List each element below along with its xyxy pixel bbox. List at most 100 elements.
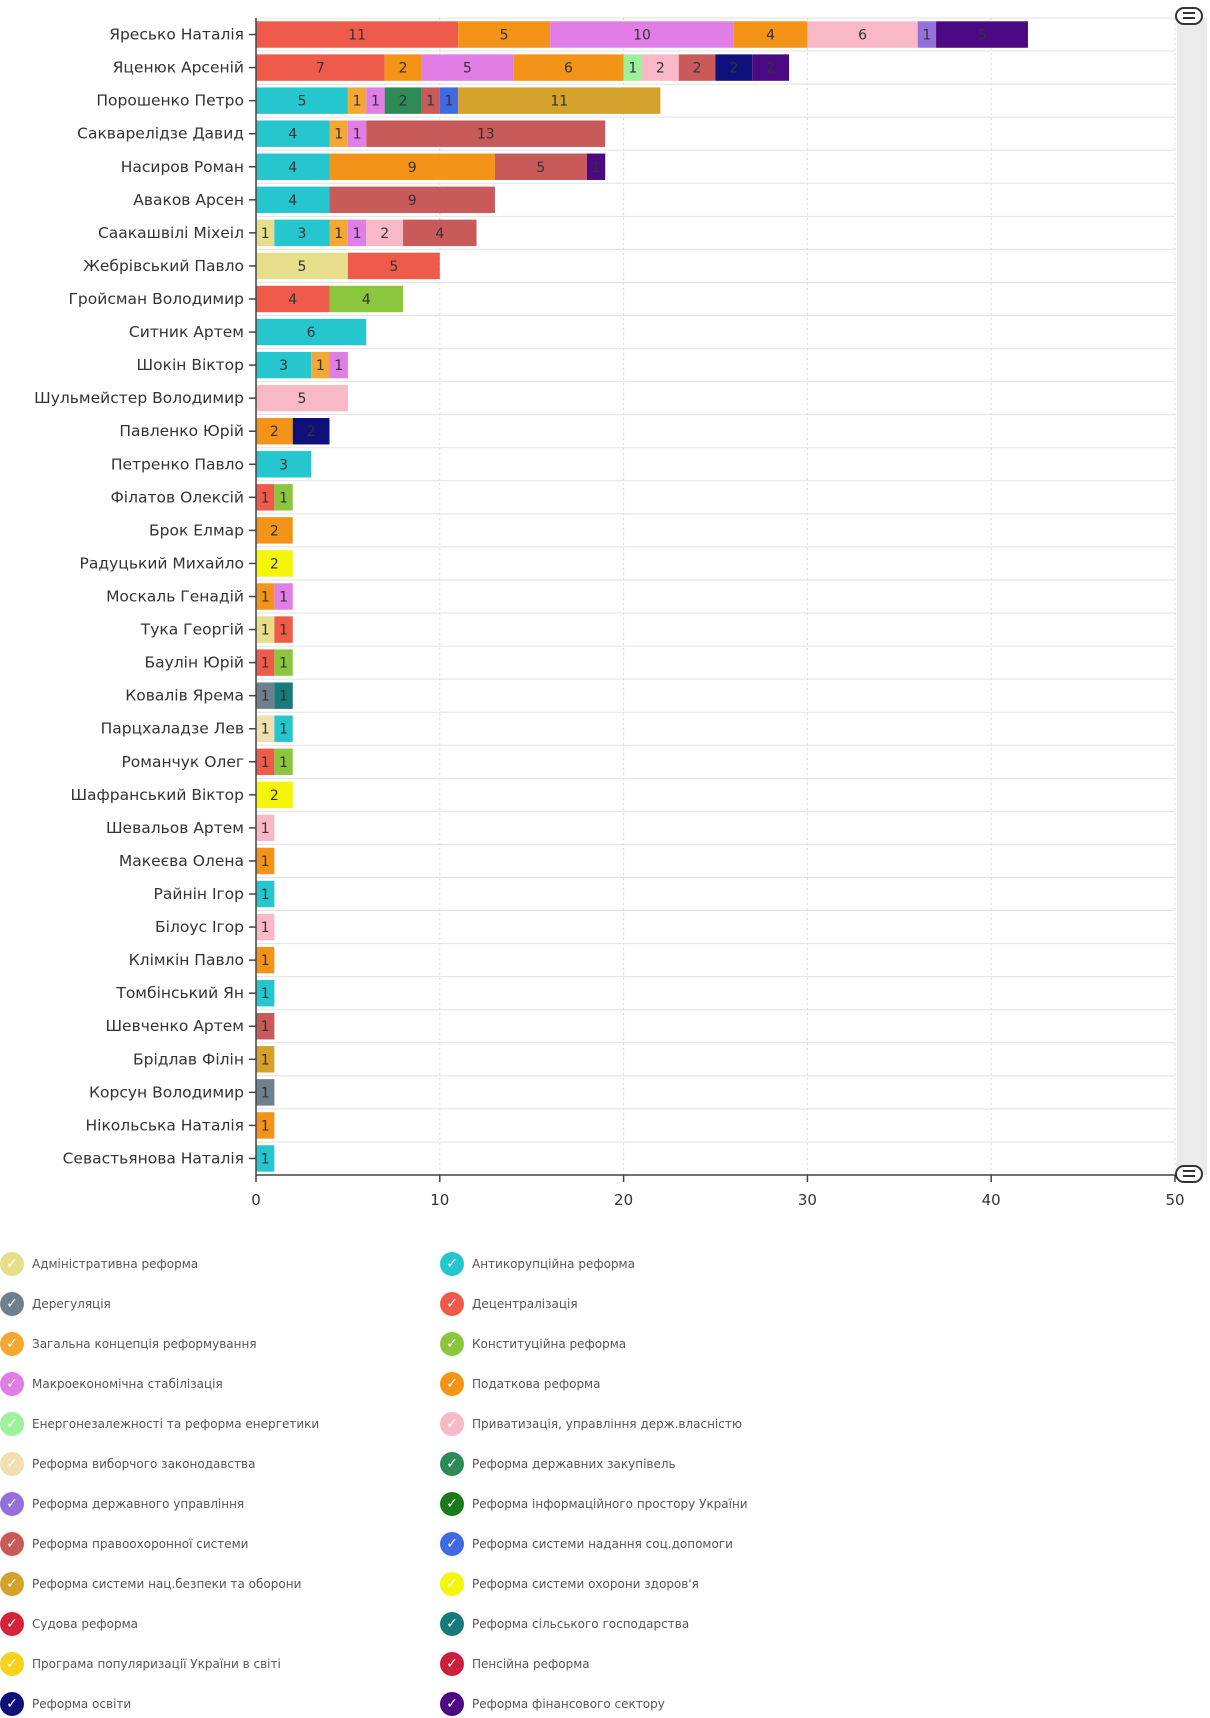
bar-value-label: 3 — [297, 226, 306, 242]
legend-item[interactable]: ✓ Реформа інформаційного простору України — [440, 1490, 748, 1518]
scroll-handle-top[interactable] — [1175, 7, 1203, 25]
bar-value-label: 1 — [279, 490, 288, 506]
legend-label: Приватизація, управління держ.власністю — [472, 1417, 742, 1431]
bar-value-label: 7 — [316, 61, 325, 77]
legend-item[interactable]: ✓ Пенсійна реформа — [440, 1650, 590, 1678]
y-tick-label: Ситник Артем — [129, 323, 244, 341]
legend-item[interactable]: ✓ Макроекономічна стабілізація — [0, 1370, 223, 1398]
legend-item[interactable]: ✓ Конституційна реформа — [440, 1330, 626, 1358]
legend-item[interactable]: ✓ Антикорупційна реформа — [440, 1250, 635, 1278]
y-tick-label: Тука Георгій — [140, 621, 244, 639]
legend-item[interactable]: ✓ Судова реформа — [0, 1610, 138, 1638]
legend-item[interactable]: ✓ Енергонезалежності та реформа енергетик… — [0, 1410, 319, 1438]
bar-value-label: 1 — [261, 1085, 270, 1101]
bar-value-label: 1 — [334, 127, 343, 143]
legend-item[interactable]: ✓ Адміністративна реформа — [0, 1250, 198, 1278]
bar-value-label: 2 — [380, 226, 389, 242]
bar-segment — [678, 54, 716, 81]
bar-segment — [733, 21, 808, 48]
bar-segment — [347, 120, 367, 147]
bar-segment — [329, 219, 348, 247]
legend-item[interactable]: ✓ Податкова реформа — [440, 1370, 600, 1398]
legend: ✓ Адміністративна реформа ✓ Антикорупційна … — [0, 1250, 1210, 1718]
legend-item[interactable]: ✓ Реформа фінансового сектору — [440, 1690, 665, 1718]
check-icon: ✓ — [440, 1332, 464, 1356]
bar-value-label: 1 — [334, 358, 343, 374]
scroll-handle-bottom[interactable] — [1175, 1165, 1203, 1183]
menu-handle-line — [1183, 1175, 1195, 1177]
bar-segment — [256, 550, 293, 577]
legend-item[interactable]: ✓ Дерегуляція — [0, 1290, 111, 1318]
bar-segment — [256, 1145, 275, 1172]
legend-item[interactable]: ✓ Реформа системи надання соц.допомоги — [440, 1530, 733, 1558]
legend-label: Загальна концепція реформування — [32, 1337, 257, 1351]
legend-item[interactable]: ✓ Реформа системи нац.безпеки та оборони — [0, 1570, 301, 1598]
check-icon: ✓ — [0, 1612, 24, 1636]
bar-value-label: 1 — [261, 226, 270, 242]
bar-segment — [715, 54, 753, 81]
y-tick-label: Шафранський Віктор — [70, 786, 244, 804]
bar-value-label: 1 — [334, 226, 343, 242]
legend-item[interactable]: ✓ Реформа освіти — [0, 1690, 131, 1718]
y-tick-label: Клімкін Павло — [129, 951, 244, 969]
bar-value-label: 1 — [261, 590, 270, 606]
menu-handle-icon — [1183, 1170, 1195, 1172]
legend-label: Конституційна реформа — [472, 1337, 627, 1351]
bar-value-label: 1 — [445, 94, 454, 110]
y-tick-label: Москаль Генадій — [106, 588, 244, 606]
bar-segment — [329, 120, 348, 147]
x-tick-label: 30 — [798, 1191, 817, 1209]
check-icon: ✓ — [0, 1412, 24, 1436]
y-tick-label: Жебрівський Павло — [83, 257, 244, 275]
y-tick-label: Шульмейстер Володимир — [34, 389, 244, 407]
y-tick-label: Романчук Олег — [121, 753, 244, 771]
bar-value-label: 1 — [261, 689, 270, 705]
bar-segment — [256, 219, 275, 247]
bar-value-label: 2 — [270, 424, 279, 440]
y-tick-label: Філатов Олексій — [110, 488, 244, 506]
bar-value-label: 9 — [408, 160, 417, 176]
legend-item[interactable]: ✓ Реформа державного управління — [0, 1490, 244, 1518]
bar-segment — [274, 715, 293, 742]
bar-value-label: 4 — [288, 127, 297, 143]
y-tick-label: Севастьянова Наталія — [63, 1149, 244, 1167]
bar-value-label: 1 — [261, 1019, 270, 1035]
bar-value-label: 2 — [399, 61, 408, 77]
bar-segment — [274, 583, 293, 610]
bar-segment — [936, 21, 1028, 48]
y-tick-label: Нікольська Наталія — [85, 1116, 244, 1134]
bar-segment — [256, 186, 330, 214]
bar-value-label: 5 — [500, 28, 509, 44]
bar-segment — [458, 21, 551, 48]
bar-segment — [623, 54, 642, 81]
legend-item[interactable]: ✓ Реформа правоохоронної системи — [0, 1530, 248, 1558]
check-icon: ✓ — [0, 1252, 24, 1276]
bar-segment — [256, 1079, 275, 1106]
bar-segment — [256, 21, 459, 48]
bar-segment — [256, 979, 275, 1007]
bar-segment — [366, 120, 606, 147]
legend-item[interactable]: ✓ Приватизація, управління держ.власністю — [440, 1410, 742, 1438]
bar-segment — [274, 682, 293, 709]
bar-value-label: 4 — [766, 28, 775, 44]
bar-value-label: 1 — [261, 1151, 270, 1167]
bar-value-label: 6 — [858, 28, 867, 44]
bar-value-label: 1 — [261, 854, 270, 870]
legend-item[interactable]: ✓ Загальна концепція реформування — [0, 1330, 257, 1358]
bar-value-label: 3 — [279, 457, 288, 473]
legend-item[interactable]: ✓ Децентралізація — [440, 1290, 578, 1318]
check-icon: ✓ — [440, 1572, 464, 1596]
bar-segment — [550, 21, 734, 48]
legend-item[interactable]: ✓ Програма популяризації України в світі — [0, 1650, 281, 1678]
legend-item[interactable]: ✓ Реформа сільського господарства — [440, 1610, 689, 1638]
legend-label: Реформа правоохоронної системи — [32, 1537, 249, 1551]
legend-item[interactable]: ✓ Реформа державних закупівель — [440, 1450, 676, 1478]
y-tick-label: Яценюк Арсеній — [113, 59, 244, 77]
check-icon: ✓ — [0, 1692, 24, 1716]
y-tick-label: Шевченко Артем — [105, 1017, 244, 1035]
legend-label: Реформа системи нац.безпеки та оборони — [32, 1577, 302, 1591]
legend-item[interactable]: ✓ Реформа системи охорони здоров'я — [440, 1570, 699, 1598]
y-tick-label: Порошенко Петро — [96, 92, 244, 110]
check-icon: ✓ — [440, 1252, 464, 1276]
legend-item[interactable]: ✓ Реформа виборчого законодавства — [0, 1450, 255, 1478]
